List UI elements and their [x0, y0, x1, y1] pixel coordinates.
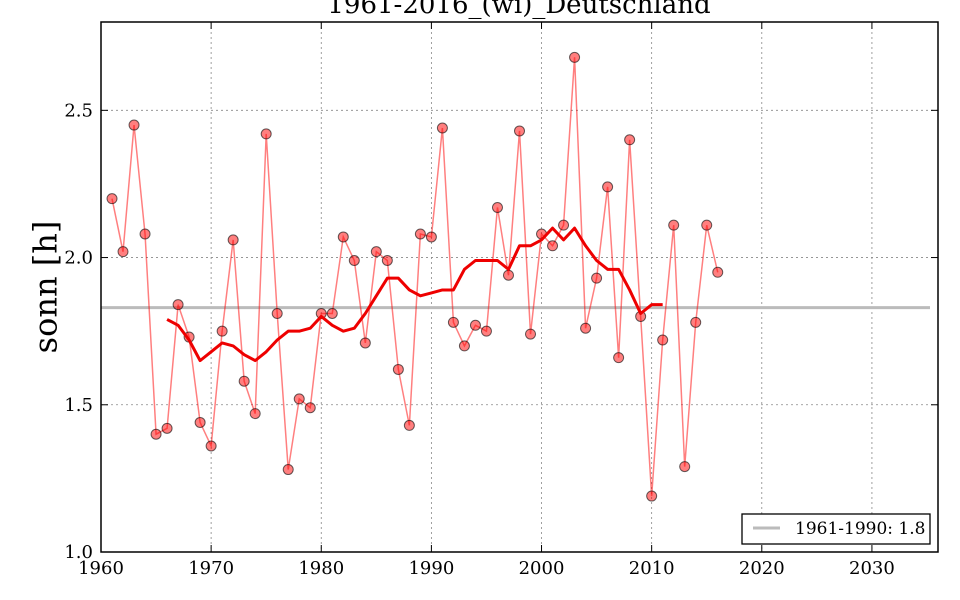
- data-point: [458, 340, 470, 352]
- data-point: [569, 51, 581, 63]
- data-point: [106, 193, 118, 205]
- data-point: [701, 219, 713, 231]
- x-tick-label: 1980: [298, 558, 344, 579]
- data-point: [525, 328, 537, 340]
- data-point: [381, 255, 393, 266]
- data-point: [392, 363, 404, 375]
- data-point: [403, 419, 415, 431]
- data-point: [271, 308, 283, 319]
- data-point: [172, 299, 184, 311]
- data-point: [282, 464, 294, 476]
- data-point: [679, 461, 691, 473]
- data-point: [646, 490, 658, 502]
- data-point: [216, 325, 228, 337]
- data-point: [260, 128, 272, 140]
- x-tick-label: 2020: [739, 558, 785, 579]
- x-tick-label: 1970: [188, 558, 234, 579]
- data-point: [304, 402, 316, 414]
- data-point: [128, 119, 140, 131]
- data-point: [602, 181, 614, 193]
- data-point: [624, 134, 636, 146]
- data-point: [690, 316, 702, 328]
- data-point: [337, 231, 349, 243]
- series-group: [106, 51, 724, 502]
- y-tick-label: 1.0: [64, 542, 93, 563]
- y-axis-label: sonn [h]: [27, 221, 65, 354]
- data-point: [580, 322, 592, 334]
- x-tick-label: 1960: [78, 558, 124, 579]
- grid: [100, 22, 938, 553]
- data-point: [591, 272, 603, 284]
- y-tick-label: 2.0: [64, 248, 93, 269]
- data-point: [657, 334, 669, 346]
- moving-average-line: [166, 226, 663, 363]
- x-tick-label: 2000: [519, 558, 565, 579]
- x-tick-label: 1990: [408, 558, 454, 579]
- y-tick-label: 2.5: [64, 100, 93, 121]
- data-point: [139, 228, 151, 240]
- y-tick-label: 1.5: [64, 395, 93, 416]
- data-point: [150, 428, 162, 440]
- data-point: [161, 422, 173, 434]
- annual-values-line: [111, 57, 719, 497]
- plot-frame: [100, 21, 939, 553]
- data-point: [249, 408, 261, 420]
- data-point: [502, 269, 514, 281]
- data-point: [117, 246, 129, 258]
- data-point: [370, 246, 382, 258]
- data-point: [712, 266, 724, 278]
- data-point: [348, 255, 360, 266]
- data-point: [514, 125, 525, 137]
- data-point: [469, 319, 481, 331]
- axis-ticks: 1960 1970 1980 1990 2000 2010 2020 2030 1.0 1.5 2.…: [64, 22, 938, 579]
- data-point: [194, 416, 206, 428]
- data-point: [480, 325, 492, 337]
- data-point: [668, 219, 680, 231]
- chart-title: 1961-2016_(wi)_Deutschland: [327, 0, 710, 20]
- data-point: [425, 231, 437, 243]
- data-point: [447, 316, 459, 328]
- data-point: [613, 352, 625, 364]
- data-point: [359, 337, 371, 349]
- data-point: [227, 234, 239, 246]
- data-point: [326, 308, 338, 319]
- data-point: [238, 375, 250, 387]
- data-point: [293, 393, 305, 405]
- legend: 1961-1990: 1.8: [741, 513, 931, 545]
- data-point: [558, 219, 570, 231]
- data-point: [414, 228, 426, 240]
- data-point: [491, 202, 503, 213]
- data-point: [205, 440, 217, 452]
- x-tick-label: 2030: [849, 558, 895, 579]
- legend-label: 1961-1990: 1.8: [795, 519, 925, 539]
- x-tick-label: 2010: [629, 558, 675, 579]
- data-point: [436, 122, 448, 134]
- data-point: [547, 240, 559, 252]
